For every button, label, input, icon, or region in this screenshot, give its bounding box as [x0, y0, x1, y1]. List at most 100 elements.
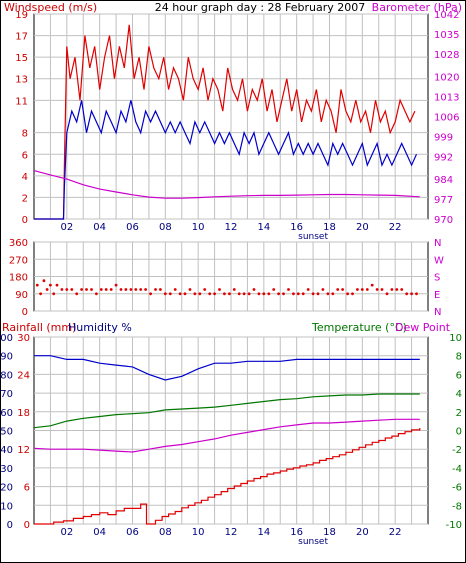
temperature-label: Temperature (°C)	[311, 321, 407, 334]
x-tick-label: 18	[323, 527, 336, 538]
x-tick-label: 06	[126, 222, 139, 233]
panel-rain-humidity-temp: 01020304050607080901000612182430 -10-8-6…	[0, 333, 462, 547]
y-tick-barometer: 1028	[434, 50, 459, 61]
y-tick-temperature: -2	[452, 445, 462, 456]
direction-point	[232, 288, 236, 291]
rainfall-label: Rainfall (mm)	[2, 321, 76, 334]
direction-point	[351, 292, 354, 296]
x-tick-label: 02	[60, 222, 73, 233]
x-tick-label: 08	[159, 222, 172, 233]
direction-point	[159, 288, 162, 291]
y-tick-windspeed: 2	[22, 193, 28, 204]
y-ticks-rain-humidity: 0 10 20 30 40 50 60 70 80 90 100 0 6 12 18 24 30	[0, 333, 30, 531]
direction-point	[55, 283, 59, 287]
y-tick-barometer: 984	[434, 175, 453, 186]
x-tick-label: 06	[126, 527, 139, 538]
direction-point	[385, 292, 389, 296]
direction-point	[208, 292, 212, 296]
direction-point	[223, 292, 226, 296]
direction-point	[163, 292, 167, 296]
direction-point	[154, 288, 157, 291]
y-tick-degrees: 0	[22, 307, 28, 318]
y-tick-barometer: 992	[434, 152, 453, 163]
direction-point	[144, 288, 148, 291]
direction-point	[321, 288, 325, 291]
y-tick-rainfall: 0	[24, 520, 30, 531]
direction-point	[331, 292, 335, 296]
direction-point	[365, 288, 369, 291]
y-tick-barometer: 1013	[434, 93, 459, 104]
sunset-marker: sunset	[298, 232, 328, 242]
series-gust	[34, 24, 416, 220]
x-tick-label: 12	[225, 222, 238, 233]
y-ticks-barometer: 970 977 984 992 999 1006 1013 1020 1028 1035 1042	[434, 10, 459, 226]
x-tick-label: 22	[389, 527, 402, 538]
x-tick-label: 12	[225, 527, 238, 538]
y-tick-temperature: 6	[456, 370, 462, 381]
direction-point	[242, 292, 246, 296]
direction-point	[400, 288, 404, 291]
x-tick-label: 04	[93, 222, 106, 233]
y-tick-humidity: 40	[0, 445, 13, 456]
y-tick-barometer: 1042	[434, 10, 459, 21]
grid-rain	[34, 336, 428, 525]
y-tick-barometer: 1006	[434, 113, 459, 124]
x-tick-label: 16	[290, 222, 303, 233]
y-tick-rainfall: 12	[17, 445, 30, 456]
x-ticks-wind: 02 04 06 08 10 12 14 16 18 20 22 sunset	[60, 222, 401, 242]
points-direction	[35, 279, 418, 296]
x-tick-label: 16	[290, 527, 303, 538]
y-tick-temperature: -6	[452, 483, 462, 494]
direction-point	[85, 288, 88, 291]
direction-point	[410, 292, 413, 296]
y-tick-degrees: 90	[15, 290, 28, 301]
y-tick-degrees: 270	[9, 255, 28, 266]
y-tick-humidity: 60	[0, 408, 13, 419]
direction-point	[346, 292, 349, 296]
direction-point	[75, 292, 79, 296]
direction-point	[380, 288, 384, 291]
y-tick-rainfall: 18	[17, 408, 30, 419]
direction-point	[341, 288, 344, 291]
direction-point	[415, 292, 418, 296]
direction-point	[336, 288, 340, 291]
series-temperature	[33, 393, 420, 429]
x-tick-label: 18	[323, 222, 336, 233]
y-tick-degrees: 180	[9, 273, 28, 284]
y-tick-rainfall: 6	[24, 483, 30, 494]
direction-point	[183, 292, 187, 296]
direction-point	[218, 288, 221, 291]
direction-point	[193, 292, 197, 296]
series-rainfall	[34, 428, 421, 525]
direction-point	[228, 292, 231, 296]
direction-point	[114, 283, 118, 287]
series-barometer	[33, 170, 420, 199]
y-tick-humidity: 20	[0, 483, 13, 494]
direction-point	[287, 288, 290, 291]
y-tick-humidity: 10	[0, 501, 13, 512]
x-tick-label: 04	[93, 527, 106, 538]
y-tick-windspeed: 17	[15, 32, 28, 43]
direction-point	[60, 288, 64, 291]
y-tick-barometer: 1035	[434, 30, 459, 41]
direction-point	[198, 292, 202, 296]
y-tick-rainfall: 30	[17, 333, 30, 344]
windspeed-label: Windspeed (m/s)	[4, 1, 97, 14]
y-tick-windspeed: 8	[22, 129, 28, 140]
direction-point	[109, 288, 113, 291]
direction-point	[188, 288, 192, 291]
x-tick-label: 10	[192, 527, 205, 538]
y-tick-degrees: 360	[9, 238, 28, 249]
y-tick-humidity: 90	[0, 352, 13, 363]
direction-point	[39, 292, 42, 296]
direction-point	[296, 292, 300, 296]
y-tick-temperature: 8	[456, 352, 462, 363]
x-tick-label: 22	[389, 222, 402, 233]
y-tick-temperature: 10	[449, 333, 462, 344]
chart-title: 24 hour graph day : 28 February 2007	[155, 1, 366, 14]
direction-point	[405, 292, 409, 296]
direction-point	[49, 283, 52, 287]
grid-wind	[34, 13, 428, 220]
